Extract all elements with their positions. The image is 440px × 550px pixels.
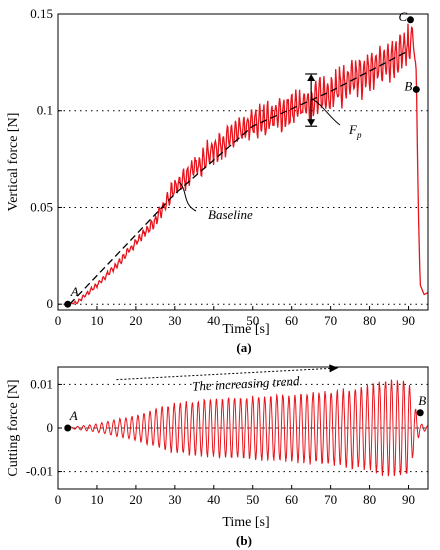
x-tick-label: 10	[90, 492, 103, 507]
panel-b-gridlines	[58, 383, 428, 473]
x-tick-label: 90	[402, 313, 415, 328]
x-tick-label: 30	[168, 313, 181, 328]
panel-a-axis-ticks: 0 0.05 0.1 0.15 0 10 20 30 40 50 60 70 80 90	[30, 6, 415, 328]
point-a-label: A	[69, 408, 78, 423]
panel-b-cutting-force-series	[65, 379, 428, 477]
y-tick-label: 0.01	[30, 376, 53, 391]
x-tick-label: 0	[55, 313, 62, 328]
point-a-marker	[64, 300, 72, 308]
panel-a-baseline-dashed-series	[69, 50, 409, 305]
fp-label: Fp	[348, 122, 362, 140]
x-tick-label: 40	[207, 313, 220, 328]
x-tick-label: 10	[90, 313, 103, 328]
panel-a-baseline-annotation: Baseline	[178, 181, 253, 222]
panel-a-marked-points: A C B	[64, 9, 420, 308]
point-a-marker	[64, 424, 72, 432]
fp-arrow-down	[307, 119, 316, 127]
panel-a-vertical-force-series	[67, 23, 429, 305]
panel-a-caption: (a)	[236, 340, 251, 355]
x-tick-label: 20	[129, 492, 142, 507]
panel-b-caption: (b)	[236, 533, 252, 548]
panel-b-trend-annotation: The increasing trend	[116, 364, 339, 394]
x-tick-label: 50	[246, 313, 259, 328]
x-tick-label: 40	[207, 492, 220, 507]
x-tick-label: 70	[324, 313, 337, 328]
panel-a-chart: 0 0.05 0.1 0.15 0 10 20 30 40 50 60 70 80 90 A C B Fp B…	[6, 6, 429, 355]
baseline-leader-line	[178, 181, 197, 212]
x-tick-label: 90	[402, 492, 415, 507]
fp-arrow-up	[307, 73, 316, 81]
panel-b-y-axis-label: Cutting force [N]	[6, 379, 21, 476]
y-tick-label: 0.05	[30, 199, 53, 214]
x-tick-label: 70	[324, 492, 337, 507]
point-b-label: B	[404, 78, 412, 93]
panel-a-y-axis-label: Vertical force [N]	[6, 113, 21, 212]
point-b-label: B	[418, 393, 426, 408]
x-tick-label: 60	[285, 492, 298, 507]
point-b-marker	[416, 409, 424, 417]
x-tick-label: 80	[363, 492, 376, 507]
panel-b-x-axis-label: Time [s]	[222, 515, 269, 530]
x-tick-label: 30	[168, 492, 181, 507]
point-b-marker	[412, 85, 420, 93]
point-a-label: A	[70, 284, 79, 299]
y-tick-label: 0.1	[37, 103, 53, 118]
trend-label: The increasing trend	[192, 373, 300, 394]
y-tick-label: 0	[47, 420, 54, 435]
point-c-label: C	[398, 9, 407, 24]
fp-leader-line	[311, 98, 341, 126]
trend-arrow-head	[329, 364, 339, 373]
y-tick-label: -0.01	[26, 464, 53, 479]
panel-b-marked-points: AB	[64, 393, 426, 432]
x-tick-label: 50	[246, 492, 259, 507]
x-tick-label: 20	[129, 313, 142, 328]
y-tick-label: 0	[47, 296, 54, 311]
x-tick-label: 80	[363, 313, 376, 328]
x-tick-label: 0	[55, 492, 62, 507]
panel-a-plot-frame	[57, 13, 429, 311]
y-tick-label: 0.15	[30, 6, 53, 21]
panel-a-x-axis-label: Time [s]	[222, 322, 269, 337]
point-c-marker	[406, 16, 414, 24]
panel-a-fp-annotation: Fp	[305, 73, 362, 140]
x-tick-label: 60	[285, 313, 298, 328]
baseline-label: Baseline	[208, 207, 253, 222]
